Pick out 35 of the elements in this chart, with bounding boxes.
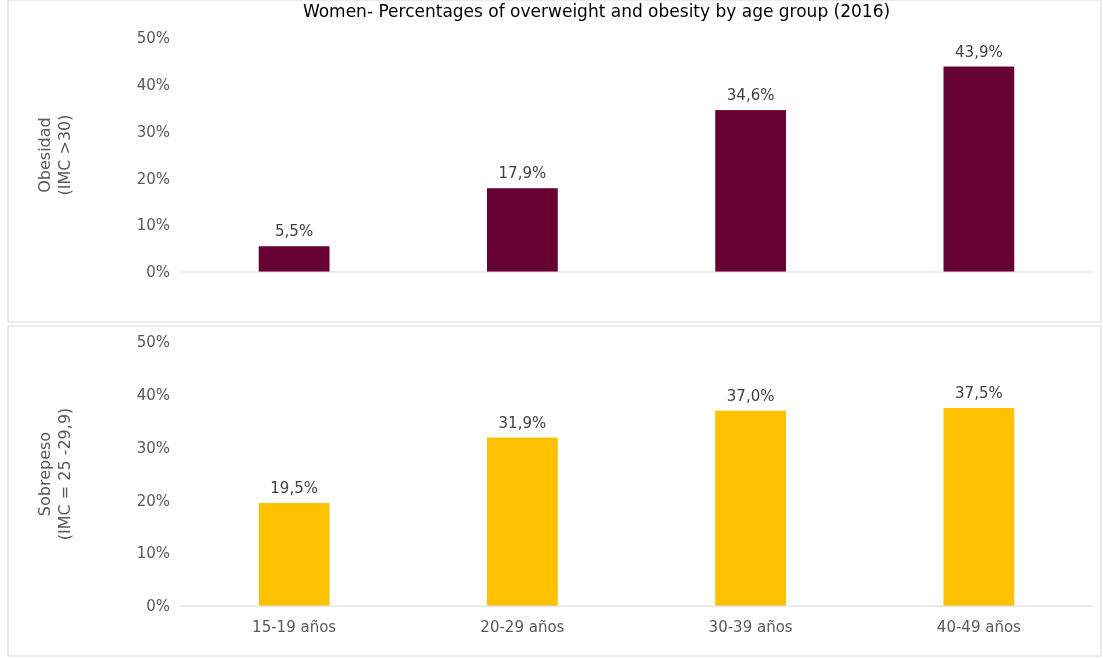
y-tick-label: 50% [136, 29, 170, 48]
chart-title: Women- Percentages of overweight and obesity by age group (2016) [302, 1, 891, 21]
bar [258, 246, 330, 272]
bar [487, 188, 558, 272]
x-tick-label: 30-39 años [708, 618, 793, 636]
bar [487, 437, 558, 606]
data-label: 43,9% [955, 42, 1003, 61]
y-tick-label: 10% [136, 544, 170, 563]
y-axis-title: Obesidad (IMC >30) [35, 114, 74, 196]
y-tick-label: 30% [136, 122, 170, 141]
y-tick-label: 0% [146, 597, 170, 616]
y-axis-title: Sobrepeso (IMC = 25 -29,9) [35, 407, 74, 541]
y-tick-label: 50% [136, 333, 170, 352]
y-tick-label: 0% [146, 263, 170, 282]
x-tick-label: 20-29 años [480, 618, 565, 636]
bar [258, 503, 330, 606]
data-label: 34,6% [726, 86, 775, 105]
data-label: 5,5% [275, 222, 314, 241]
data-label: 19,5% [270, 479, 318, 498]
x-tick-label: 15-19 años [252, 618, 337, 636]
data-label: 37,0% [726, 386, 775, 405]
bar [943, 408, 1015, 606]
y-tick-label: 30% [136, 438, 170, 457]
y-tick-label: 40% [136, 386, 170, 405]
y-tick-label: 10% [136, 216, 170, 235]
bar [943, 66, 1015, 272]
bar [715, 410, 786, 606]
data-label: 31,9% [498, 413, 547, 432]
bar [715, 110, 786, 272]
y-tick-label: 20% [136, 491, 170, 510]
y-tick-label: 40% [136, 76, 170, 95]
data-label: 37,5% [955, 384, 1003, 402]
x-tick-label: 40-49 años [936, 618, 1022, 636]
data-label: 17,9% [498, 164, 547, 183]
y-tick-label: 20% [136, 169, 170, 188]
